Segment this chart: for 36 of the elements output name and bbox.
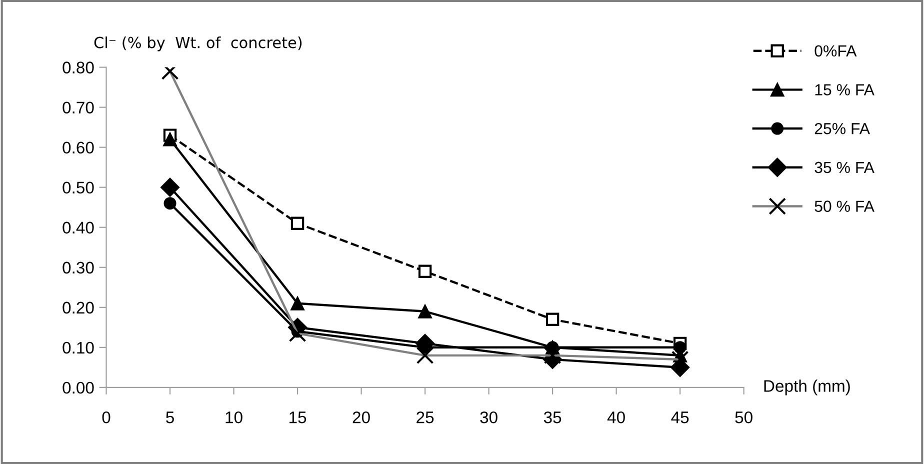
x-axis-title: Depth (mm) <box>764 380 850 396</box>
point <box>418 264 432 278</box>
y-tick-label: 0.20 <box>62 302 94 314</box>
x-tick-label: 15 <box>290 412 306 424</box>
y-tick-label: 0.40 <box>62 222 94 234</box>
point <box>290 296 304 310</box>
x-tick-label: 50 <box>735 411 752 424</box>
y-tick-label: 0.10 <box>62 342 94 354</box>
x-tick-label: 20 <box>352 411 370 424</box>
x-tick-label: 45 <box>671 412 689 424</box>
y-tick-label: 0.30 <box>62 262 94 274</box>
y-tick-label: 0.70 <box>62 102 94 114</box>
y-tick-label: 0.50 <box>62 182 94 194</box>
legend-label: 0%FA <box>814 45 857 57</box>
point <box>418 304 432 318</box>
legend-label: 35 % FA <box>814 162 874 174</box>
x-tick-label: 5 <box>166 412 174 424</box>
legend-label: 15 % FA <box>815 84 874 96</box>
y-tick-label: 0.80 <box>62 62 94 74</box>
x-tick-label: 25 <box>416 411 434 424</box>
x-tick-label: 35 <box>544 411 562 424</box>
point <box>160 178 180 197</box>
legend-label: 25% FA <box>814 122 870 134</box>
y-tick-label: 0.60 <box>62 142 94 154</box>
x-tick-label: 40 <box>607 411 625 424</box>
point <box>290 216 304 230</box>
point <box>674 341 686 354</box>
point <box>164 197 176 210</box>
y-axis-title: Cl⁻ (% by Wt. of concrete) <box>94 36 302 52</box>
x-tick-label: 10 <box>226 411 242 424</box>
point <box>163 132 177 146</box>
x-tick-label: 30 <box>480 411 498 424</box>
point <box>546 312 560 326</box>
legend-label: 50 % FA <box>814 200 874 212</box>
y-tick-label: 0.00 <box>62 382 94 394</box>
x-tick-label: 0 <box>102 411 110 424</box>
